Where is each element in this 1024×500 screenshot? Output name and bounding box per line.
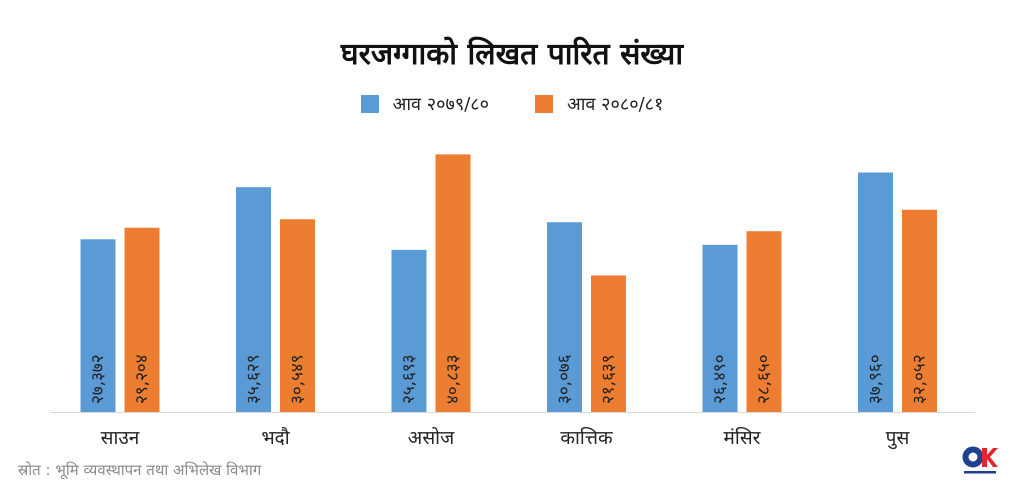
bar bbox=[124, 227, 160, 412]
legend-item-2079-80: आव २०७९/८० bbox=[360, 92, 489, 116]
category-label: पुस bbox=[886, 427, 911, 450]
data-label: ३०,०७६ bbox=[555, 354, 575, 404]
bar bbox=[746, 231, 782, 412]
onlinekhabar-logo bbox=[962, 446, 998, 474]
bar-chart: २७,३७२ २९,२०४ साउन ३५,६२९ ३०,५४९ भदौ २५,६९३ ४०,… bbox=[50, 154, 975, 450]
legend: आव २०७९/८० आव २०८०/८१ bbox=[0, 92, 1024, 116]
data-label: ३०,५४९ bbox=[288, 354, 308, 404]
bar bbox=[236, 187, 271, 412]
category-label: साउन bbox=[101, 427, 140, 449]
data-label: ३७,९६० bbox=[866, 354, 886, 404]
bar bbox=[435, 154, 471, 412]
data-label: २६,४९० bbox=[710, 354, 730, 404]
bar bbox=[702, 244, 738, 412]
legend-label: आव २०८०/८१ bbox=[567, 94, 664, 115]
category-label: मंसिर bbox=[724, 426, 762, 449]
data-label: ३२,०५२ bbox=[910, 354, 930, 404]
data-label: २१,६३९ bbox=[599, 354, 619, 404]
category-label: कात्तिक bbox=[560, 426, 613, 449]
bar bbox=[858, 172, 893, 412]
legend-swatch bbox=[535, 95, 553, 113]
data-label: २९,२०४ bbox=[132, 354, 152, 404]
legend-label: आव २०७९/८० bbox=[392, 94, 489, 115]
bar bbox=[591, 275, 626, 412]
legend-item-2080-81: आव २०८०/८१ bbox=[535, 92, 663, 116]
data-label: २८,६५० bbox=[754, 354, 774, 404]
legend-swatch bbox=[360, 95, 379, 113]
bar bbox=[391, 249, 427, 412]
bar bbox=[280, 219, 315, 412]
category-label: असोज bbox=[408, 426, 455, 449]
chart-title: घरजग्गाको लिखत पारित संख्या bbox=[340, 37, 684, 72]
data-label: ३५,६२९ bbox=[244, 354, 264, 404]
bar bbox=[80, 239, 116, 412]
data-label: ४०,८३३ bbox=[443, 354, 463, 404]
bar bbox=[547, 222, 582, 412]
bar bbox=[902, 209, 937, 412]
data-label: २५,६९३ bbox=[399, 354, 419, 404]
category-label: भदौ bbox=[261, 426, 290, 449]
data-label: २७,३७२ bbox=[88, 354, 108, 404]
source-note: स्रोत : भूमि व्यवस्थापन तथा अभिलेख विभाग bbox=[18, 461, 262, 479]
